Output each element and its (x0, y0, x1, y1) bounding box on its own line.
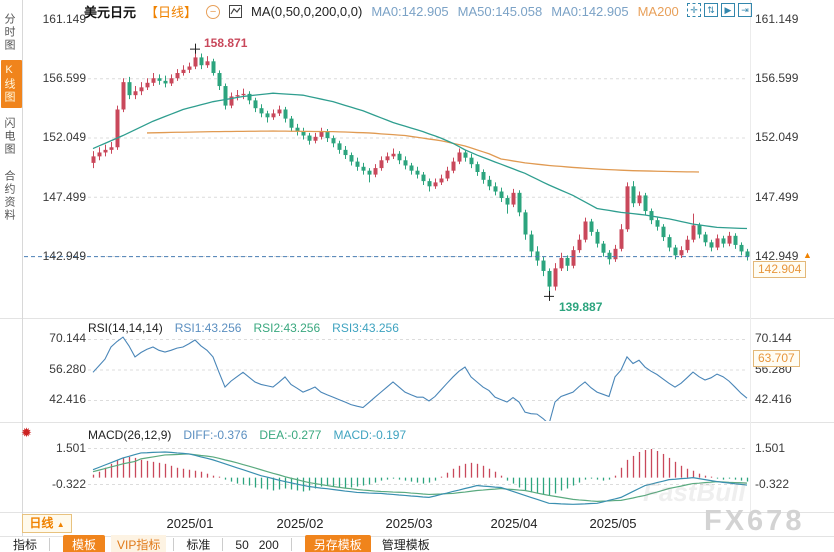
rsi-axis-label: 70.144 (755, 331, 792, 345)
toolbar-separator (222, 538, 224, 551)
symbol-name: 美元日元 (84, 5, 137, 20)
right-axis-border (750, 0, 751, 512)
ma50-value: MA50:145.058 (457, 4, 543, 19)
x-axis-date: 2025/02 (276, 516, 324, 531)
macd-diff-value: DIFF:-0.376 (183, 428, 248, 442)
current-price-box: 142.904 (753, 261, 807, 278)
x-axis-date: 2025/01 (166, 516, 214, 531)
y-axis-label: 142.949 (42, 249, 86, 263)
y-axis-label: 142.949 (755, 249, 799, 263)
sidebar-tab-lightning-chart[interactable]: 闪电图 (3, 116, 15, 156)
y-axis-label: 156.599 (755, 71, 799, 85)
vip-indicator-button[interactable]: VIP指标 (111, 535, 167, 552)
sidebar-tab-kline-chart[interactable]: K线图 (1, 60, 22, 108)
sidebar-border (22, 0, 23, 536)
save-template-button[interactable]: 另存模板 (304, 535, 371, 552)
rsi-axis-label: 42.416 (755, 392, 792, 406)
minus-circle-icon[interactable]: − (206, 4, 221, 19)
macd-macd-value: MACD:-0.197 (333, 428, 407, 442)
bottom-toolbar: 指标 模板 VIP指标 标准 50 200 另存模板 管理模板 (0, 535, 834, 552)
fx678-watermark: FX678 (704, 505, 805, 537)
ma200-label: MA200 (637, 4, 679, 19)
toolbar-separator (173, 538, 175, 551)
chart-header: 美元日元 【日线】 − MA(0,50,0,200,0,0) MA0:142.9… (84, 2, 679, 21)
macd-axis-label: -0.322 (755, 477, 790, 491)
rsi-axis-label: 56.280 (49, 362, 86, 376)
template-button[interactable]: 模板 (63, 535, 106, 552)
ma50-toggle[interactable]: 50 (235, 537, 249, 552)
rsi1-value: RSI1:43.256 (174, 321, 242, 335)
standard-menu-item[interactable]: 标准 (186, 538, 211, 552)
y-axis-label: 147.499 (755, 190, 799, 204)
y-axis-label: 152.049 (755, 130, 799, 144)
macd-title: MACD(26,12,9) (88, 428, 172, 442)
y-axis-label: 161.149 (755, 12, 799, 26)
rsi-marker-box: 63.707 (753, 350, 800, 367)
fastbull-watermark: FastBull (643, 477, 746, 507)
macd-axis-label: 1.501 (755, 441, 786, 455)
pane-divider (0, 422, 834, 423)
rsi2-value: RSI2:43.256 (253, 321, 321, 335)
sidebar-tab-time-chart[interactable]: 分时图 (3, 12, 15, 52)
price-marker-arrow-icon: ▲ (803, 250, 812, 260)
chart-tool-icons: ✛ ⇅ ▶ ⇥ (684, 3, 752, 17)
autoplay-icon[interactable]: ▶ (721, 3, 735, 17)
manage-template-button[interactable]: 管理模板 (381, 538, 430, 552)
period-selector[interactable]: 日线 ▲ (22, 514, 72, 533)
kline-icon (229, 5, 243, 18)
rsi-header: RSI(14,14,14) RSI1:43.256 RSI2:43.256 RS… (88, 321, 399, 335)
ma200-toggle[interactable]: 200 (258, 537, 279, 552)
toolbar-top-border (0, 536, 834, 537)
ma0-value-a: MA0:142.905 (371, 4, 449, 19)
y-axis-label: 156.599 (42, 71, 86, 85)
x-axis-date: 2025/05 (589, 516, 637, 531)
rsi-axis-label: 70.144 (49, 331, 86, 345)
sidebar-tab-contract-info[interactable]: 合约资料 (3, 170, 15, 222)
indicator-settings-icon[interactable]: ✹ (21, 425, 32, 440)
high-price-annotation: 158.871 (204, 36, 248, 50)
pane-divider (0, 512, 834, 513)
rsi-title: RSI(14,14,14) (88, 321, 163, 335)
chevron-up-icon: ▲ (56, 520, 65, 529)
crosshair-icon[interactable]: ✛ (687, 3, 701, 17)
toolbar-separator (290, 538, 292, 551)
macd-dea-value: DEA:-0.277 (259, 428, 322, 442)
y-axis-label: 147.499 (42, 190, 86, 204)
ma0-value-b: MA0:142.905 (551, 4, 629, 19)
macd-axis-label: -0.322 (51, 477, 86, 491)
y-axis-label: 161.149 (42, 12, 86, 26)
y-axis-label: 152.049 (42, 130, 86, 144)
scale-axis-icon[interactable]: ⇅ (704, 3, 718, 17)
x-axis-date: 2025/03 (385, 516, 433, 531)
period-label: 【日线】 (145, 5, 198, 20)
macd-axis-label: 1.501 (55, 441, 86, 455)
toolbar-separator (49, 538, 51, 551)
goto-latest-icon[interactable]: ⇥ (738, 3, 752, 17)
rsi-axis-label: 42.416 (49, 392, 86, 406)
low-price-annotation: 139.887 (559, 300, 603, 314)
period-selector-label: 日线 (29, 516, 54, 530)
rsi3-value: RSI3:43.256 (332, 321, 399, 335)
x-axis-date: 2025/04 (490, 516, 538, 531)
macd-header: MACD(26,12,9) DIFF:-0.376 DEA:-0.277 MAC… (88, 428, 406, 442)
ma-settings-label: MA(0,50,0,200,0,0) (251, 4, 363, 19)
indicator-menu-item[interactable]: 指标 (13, 538, 38, 552)
pane-divider (0, 318, 834, 319)
